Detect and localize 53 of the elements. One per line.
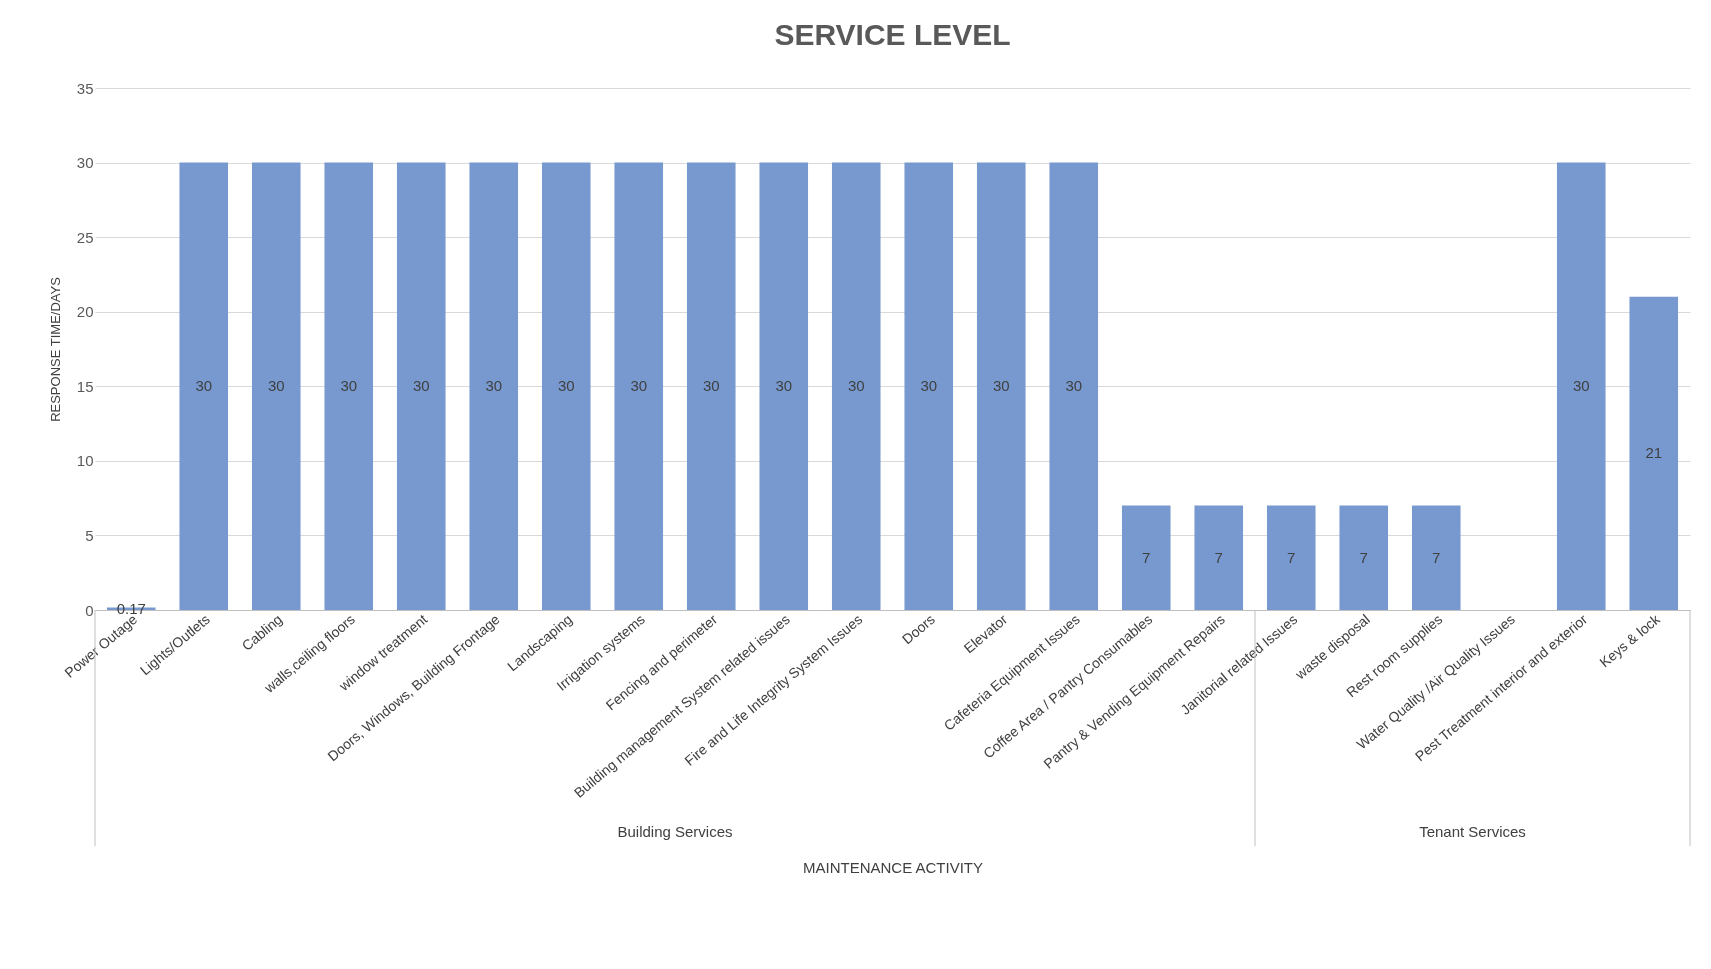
bar [179, 162, 229, 610]
data-label: 7 [1142, 548, 1151, 566]
y-tick-label: 35 [76, 79, 94, 97]
bar [1339, 505, 1389, 610]
bar [1194, 505, 1244, 610]
data-label: 30 [557, 377, 575, 395]
bar [759, 162, 809, 610]
bar [1411, 505, 1461, 610]
y-tick-label: 0 [85, 601, 94, 619]
data-label: 21 [1645, 444, 1663, 462]
bar [1629, 296, 1679, 610]
y-axis-title: RESPONSE TIME/DAYS [47, 276, 63, 422]
bar [1266, 505, 1316, 610]
bar [614, 162, 664, 610]
data-label: 30 [1065, 377, 1083, 395]
data-label: 30 [992, 377, 1010, 395]
data-label: 30 [702, 377, 720, 395]
data-label: 7 [1214, 548, 1223, 566]
data-label: 30 [412, 377, 430, 395]
data-label: 7 [1287, 548, 1296, 566]
bar [904, 162, 954, 610]
bar [1121, 505, 1171, 610]
y-tick-label: 5 [85, 526, 94, 544]
data-label: 30 [195, 377, 213, 395]
bar [251, 162, 301, 610]
y-tick-label: 10 [76, 452, 94, 470]
data-label: 7 [1359, 548, 1368, 566]
y-tick-label: 20 [76, 303, 94, 321]
bar [396, 162, 446, 610]
chart-title: SERVICE LEVEL [774, 18, 1011, 51]
data-label: 30 [847, 377, 865, 395]
data-label: 30 [775, 377, 793, 395]
data-label: 30 [340, 377, 358, 395]
data-label: 30 [485, 377, 503, 395]
data-label: 30 [267, 377, 285, 395]
bar [324, 162, 374, 610]
bar [831, 162, 881, 610]
y-tick-label: 30 [76, 154, 94, 172]
bar [976, 162, 1026, 610]
text: Building Services [617, 823, 733, 840]
y-tick-label: 15 [76, 377, 94, 395]
bar [1049, 162, 1099, 610]
data-label: 7 [1432, 548, 1441, 566]
bar [541, 162, 591, 610]
data-label: 30 [630, 377, 648, 395]
y-tick-label: 25 [76, 228, 94, 246]
bar [686, 162, 736, 610]
text: Tenant Services [1419, 823, 1526, 840]
data-label: 30 [920, 377, 938, 395]
bar [469, 162, 519, 610]
data-label: 30 [1572, 377, 1590, 395]
x-axis-title: MAINTENANCE ACTIVITY [802, 858, 984, 876]
bar [1556, 162, 1606, 610]
